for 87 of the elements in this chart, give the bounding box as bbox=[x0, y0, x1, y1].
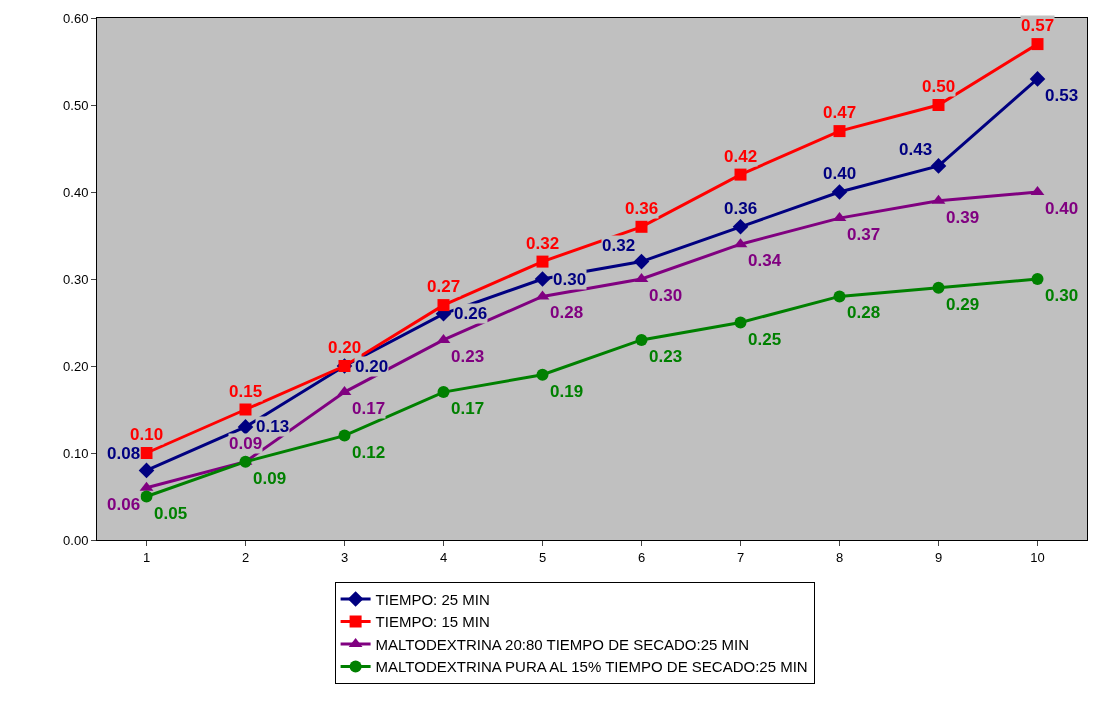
point bbox=[833, 125, 846, 138]
point bbox=[536, 368, 549, 381]
data-label: 0.40 bbox=[823, 164, 857, 183]
data-label: 0.30 bbox=[1045, 286, 1079, 305]
x-tick-label: 3 bbox=[340, 549, 349, 565]
data-label: 0.34 bbox=[748, 251, 782, 270]
point bbox=[437, 386, 450, 399]
x-tick-label: 9 bbox=[934, 549, 943, 565]
data-label: 0.10 bbox=[130, 425, 164, 444]
legend-label: MALTODEXTRINA 20:80 TIEMPO DE SECADO:25 MIN bbox=[375, 635, 750, 653]
data-label: 0.29 bbox=[946, 295, 980, 314]
data-label: 0.37 bbox=[847, 225, 881, 244]
y-tick-label: 0.10 bbox=[63, 445, 89, 461]
point bbox=[140, 490, 153, 503]
legend-label: TIEMPO: 25 MIN bbox=[375, 590, 490, 608]
data-label: 0.53 bbox=[1045, 86, 1079, 105]
data-label: 0.23 bbox=[649, 347, 683, 366]
point bbox=[1029, 71, 1046, 87]
data-label: 0.43 bbox=[899, 140, 933, 159]
data-label: 0.32 bbox=[526, 234, 560, 253]
point bbox=[534, 271, 551, 287]
data-label: 0.50 bbox=[922, 77, 956, 96]
data-label: 0.39 bbox=[946, 208, 980, 227]
data-label: 0.17 bbox=[451, 399, 485, 418]
point bbox=[633, 253, 650, 270]
point bbox=[732, 219, 749, 235]
y-tick-label: 0.00 bbox=[63, 532, 89, 548]
y-tick-label: 0.60 bbox=[63, 10, 89, 26]
data-label: 0.28 bbox=[847, 303, 881, 322]
data-label: 0.25 bbox=[748, 330, 782, 349]
data-label: 0.09 bbox=[253, 469, 287, 488]
data-label: 0.19 bbox=[550, 382, 584, 401]
data-label: 0.40 bbox=[1045, 199, 1079, 218]
legend-label: MALTODEXTRINA PURA AL 15% TIEMPO DE SECADO:25 MIN bbox=[375, 658, 808, 676]
y-tick-label: 0.30 bbox=[63, 271, 89, 287]
x-tick-label: 8 bbox=[835, 549, 844, 565]
x-tick-label: 10 bbox=[1030, 549, 1045, 565]
data-label: 0.05 bbox=[154, 504, 188, 523]
data-label: 0.20 bbox=[355, 357, 389, 376]
point bbox=[734, 168, 747, 181]
data-label: 0.57 bbox=[1021, 16, 1055, 35]
x-tick-label: 4 bbox=[439, 549, 448, 565]
data-label: 0.36 bbox=[625, 199, 659, 218]
legend-label: TIEMPO: 15 MIN bbox=[375, 613, 490, 631]
point bbox=[140, 447, 153, 459]
data-label: 0.23 bbox=[451, 347, 485, 366]
data-label: 0.28 bbox=[550, 303, 584, 322]
y-tick-label: 0.20 bbox=[63, 358, 89, 374]
point bbox=[437, 299, 450, 312]
point bbox=[1031, 38, 1044, 51]
point bbox=[833, 290, 846, 303]
x-tick-label: 1 bbox=[142, 549, 151, 565]
x-tick-label: 6 bbox=[637, 549, 646, 565]
data-label: 0.17 bbox=[352, 399, 386, 418]
point bbox=[932, 281, 945, 294]
point bbox=[932, 99, 945, 111]
point bbox=[536, 255, 549, 268]
data-label: 0.08 bbox=[107, 444, 141, 463]
y-tick-label: 0.50 bbox=[63, 97, 89, 113]
data-label: 0.15 bbox=[229, 382, 263, 401]
point bbox=[338, 429, 351, 442]
point bbox=[1031, 273, 1044, 285]
point bbox=[734, 316, 747, 329]
point bbox=[930, 158, 947, 174]
point bbox=[239, 403, 252, 416]
data-label: 0.30 bbox=[649, 286, 683, 305]
x-tick-label: 2 bbox=[241, 549, 250, 565]
data-label: 0.32 bbox=[602, 236, 636, 255]
point bbox=[138, 462, 155, 479]
y-tick-label: 0.40 bbox=[63, 184, 89, 200]
data-label: 0.36 bbox=[724, 199, 758, 218]
point bbox=[831, 184, 848, 200]
data-label: 0.09 bbox=[229, 434, 263, 453]
data-label: 0.47 bbox=[823, 103, 857, 122]
x-tick-label: 7 bbox=[736, 549, 745, 565]
point bbox=[237, 419, 254, 435]
x-tick-label: 5 bbox=[538, 549, 547, 565]
data-label: 0.26 bbox=[454, 304, 488, 323]
data-label: 0.27 bbox=[427, 277, 461, 296]
data-label: 0.20 bbox=[328, 338, 362, 357]
point bbox=[635, 220, 648, 233]
data-label: 0.42 bbox=[724, 147, 758, 166]
data-label: 0.13 bbox=[256, 417, 290, 436]
data-label: 0.12 bbox=[352, 443, 386, 462]
point bbox=[635, 333, 648, 346]
data-label: 0.30 bbox=[553, 270, 587, 289]
data-label: 0.06 bbox=[107, 495, 141, 514]
